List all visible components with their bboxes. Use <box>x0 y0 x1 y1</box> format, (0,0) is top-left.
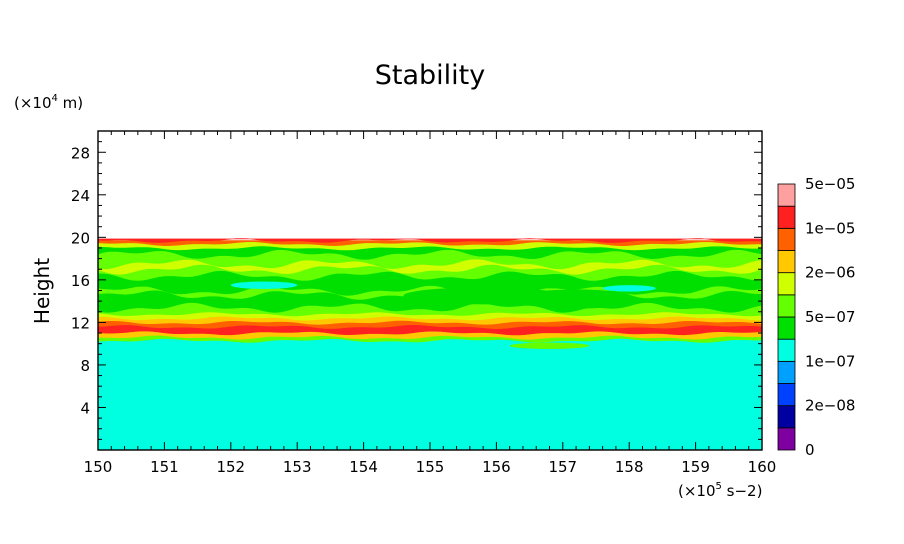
colorbar-swatch <box>777 272 796 296</box>
colorbar-swatch <box>777 427 796 451</box>
chart-title: Stability <box>375 60 486 91</box>
y-unit-suffix: m) <box>58 94 83 112</box>
x-tick-label: 158 <box>615 458 644 476</box>
x-tick-label: 155 <box>416 458 445 476</box>
y-axis: 4 8 12 16 20 24 28 <box>71 130 762 451</box>
y-tick-label: 20 <box>71 229 90 247</box>
colorbar-label: 5e−07 <box>805 308 855 326</box>
heatmap-patch-0 <box>230 281 298 289</box>
x-tick-label: 160 <box>748 458 777 476</box>
x-tick-label: 154 <box>349 458 378 476</box>
colorbar-swatch <box>777 360 796 384</box>
heatmap-patch-3 <box>516 289 636 309</box>
x-tick-label: 157 <box>548 458 577 476</box>
x-axis: 150 151 152 153 154 155 156 157 158 159 160 <box>84 131 777 476</box>
colorbar-label: 5e−05 <box>805 175 855 193</box>
heatmap-patch-1 <box>602 285 656 292</box>
colorbar-label: 2e−06 <box>805 264 855 282</box>
x-tick-label: 151 <box>150 458 179 476</box>
colorbar-swatch <box>777 316 796 340</box>
y-unit-prefix: (×10 <box>14 94 52 112</box>
colorbar-swatch <box>777 338 796 362</box>
colorbar: 0 2e−08 1e−07 5e−07 2e−06 1e−05 5e−05 <box>777 175 855 459</box>
colorbar-swatch <box>777 183 796 207</box>
colorbar-label: 2e−08 <box>805 397 855 415</box>
x-unit-label: (×105 s−2) <box>678 481 762 500</box>
colorbar-swatch <box>777 405 796 429</box>
x-tick-label: 156 <box>482 458 511 476</box>
y-tick-label: 24 <box>71 187 90 205</box>
y-tick-label: 12 <box>71 314 90 332</box>
colorbar-swatch <box>777 205 796 229</box>
colorbar-swatch <box>777 250 796 274</box>
y-unit-label: (×104 m) <box>14 93 83 112</box>
colorbar-swatch <box>777 383 796 407</box>
y-tick-label: 8 <box>80 357 90 375</box>
colorbar-label: 1e−07 <box>805 352 855 370</box>
heatmap-band-0 <box>98 345 762 450</box>
y-tick-label: 4 <box>80 399 90 417</box>
heatmap-patch-4 <box>509 342 590 349</box>
colorbar-label: 1e−05 <box>805 219 855 237</box>
x-unit-suffix: s−2) <box>722 482 763 500</box>
y-axis-label: Height <box>30 258 54 324</box>
x-tick-label: 159 <box>681 458 710 476</box>
x-tick-label: 153 <box>283 458 312 476</box>
colorbar-swatch <box>777 227 796 251</box>
heatmap-band-18 <box>98 238 762 243</box>
colorbar-label: 0 <box>805 441 815 459</box>
x-unit-exp: 5 <box>716 481 722 492</box>
y-tick-label: 28 <box>71 144 90 162</box>
x-tick-label: 150 <box>84 458 113 476</box>
colorbar-swatch <box>777 294 796 318</box>
x-tick-label: 152 <box>216 458 245 476</box>
y-unit-exp: 4 <box>52 93 58 104</box>
heatmap-field <box>98 131 762 450</box>
x-unit-prefix: (×10 <box>678 482 716 500</box>
y-tick-label: 16 <box>71 272 90 290</box>
